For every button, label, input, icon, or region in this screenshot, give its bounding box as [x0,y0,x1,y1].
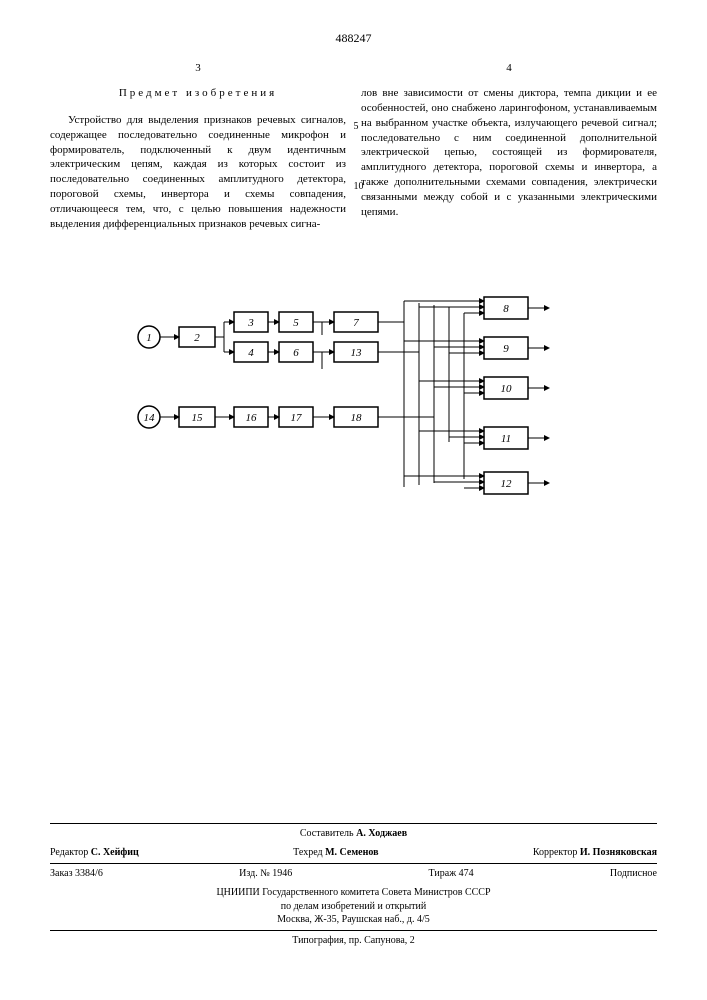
printer: Типография, пр. Сапунова, 2 [292,935,415,946]
circulation: Тираж 474 [429,867,474,881]
block-diagram: 1 14 2 3 5 7 4 6 13 15 16 17 18 8 9 10 [124,267,584,527]
composer-row: Составитель А. Ходжаев [50,823,657,844]
svg-text:18: 18 [350,412,362,424]
svg-text:16: 16 [245,412,257,424]
svg-text:13: 13 [350,347,362,359]
org-line2: по делам изобретений и открытий [281,901,427,912]
svg-text:11: 11 [500,433,510,445]
footer: Составитель А. Ходжаев Редактор С. Хейфи… [50,823,657,951]
right-column: 4 лов вне зависимости от смены диктора, … [361,61,657,231]
svg-text:2: 2 [194,332,200,344]
right-text: лов вне зависимости от смены диктора, те… [361,86,657,220]
corrector: Корректор И. Позняковская [533,846,657,860]
svg-text:12: 12 [500,478,512,490]
order-row: Заказ 3384/6 Изд. № 1946 Тираж 474 Подпи… [50,863,657,884]
text-columns: 3 Предмет изобретения Устройство для выд… [50,61,657,231]
svg-text:1: 1 [146,332,152,344]
credits-row: Редактор С. Хейфиц Техред М. Семенов Кор… [50,843,657,863]
svg-text:6: 6 [293,347,299,359]
subscription: Подписное [610,867,657,881]
right-col-number: 4 [361,61,657,76]
svg-text:4: 4 [248,347,254,359]
org-line3: Москва, Ж-35, Раушская наб., д. 4/5 [277,914,430,925]
svg-text:14: 14 [143,412,155,424]
svg-text:9: 9 [503,343,509,355]
composer-label: Составитель [300,828,354,839]
svg-text:8: 8 [503,303,509,315]
left-column: 3 Предмет изобретения Устройство для выд… [50,61,346,231]
editor: Редактор С. Хейфиц [50,846,139,860]
svg-text:7: 7 [353,317,359,329]
order: Заказ 3384/6 [50,867,103,881]
left-text: Устройство для выделения признаков речев… [50,113,346,232]
techred: Техред М. Семенов [293,846,378,860]
printer-row: Типография, пр. Сапунова, 2 [50,930,657,951]
edition: Изд. № 1946 [239,867,292,881]
org-line1: ЦНИИПИ Государственного комитета Совета … [216,887,490,898]
section-header: Предмет изобретения [50,86,346,101]
svg-text:15: 15 [191,412,203,424]
patent-number: 488247 [50,30,657,46]
org-row: ЦНИИПИ Государственного комитета Совета … [50,883,657,930]
svg-text:17: 17 [290,412,302,424]
marker-10: 10 [354,180,364,194]
svg-text:10: 10 [500,383,512,395]
marker-5: 5 [354,120,359,134]
svg-text:3: 3 [247,317,254,329]
diagram-svg: 1 14 2 3 5 7 4 6 13 15 16 17 18 8 9 10 [124,267,584,527]
composer-name: А. Ходжаев [356,828,407,839]
svg-text:5: 5 [293,317,299,329]
left-col-number: 3 [50,61,346,76]
